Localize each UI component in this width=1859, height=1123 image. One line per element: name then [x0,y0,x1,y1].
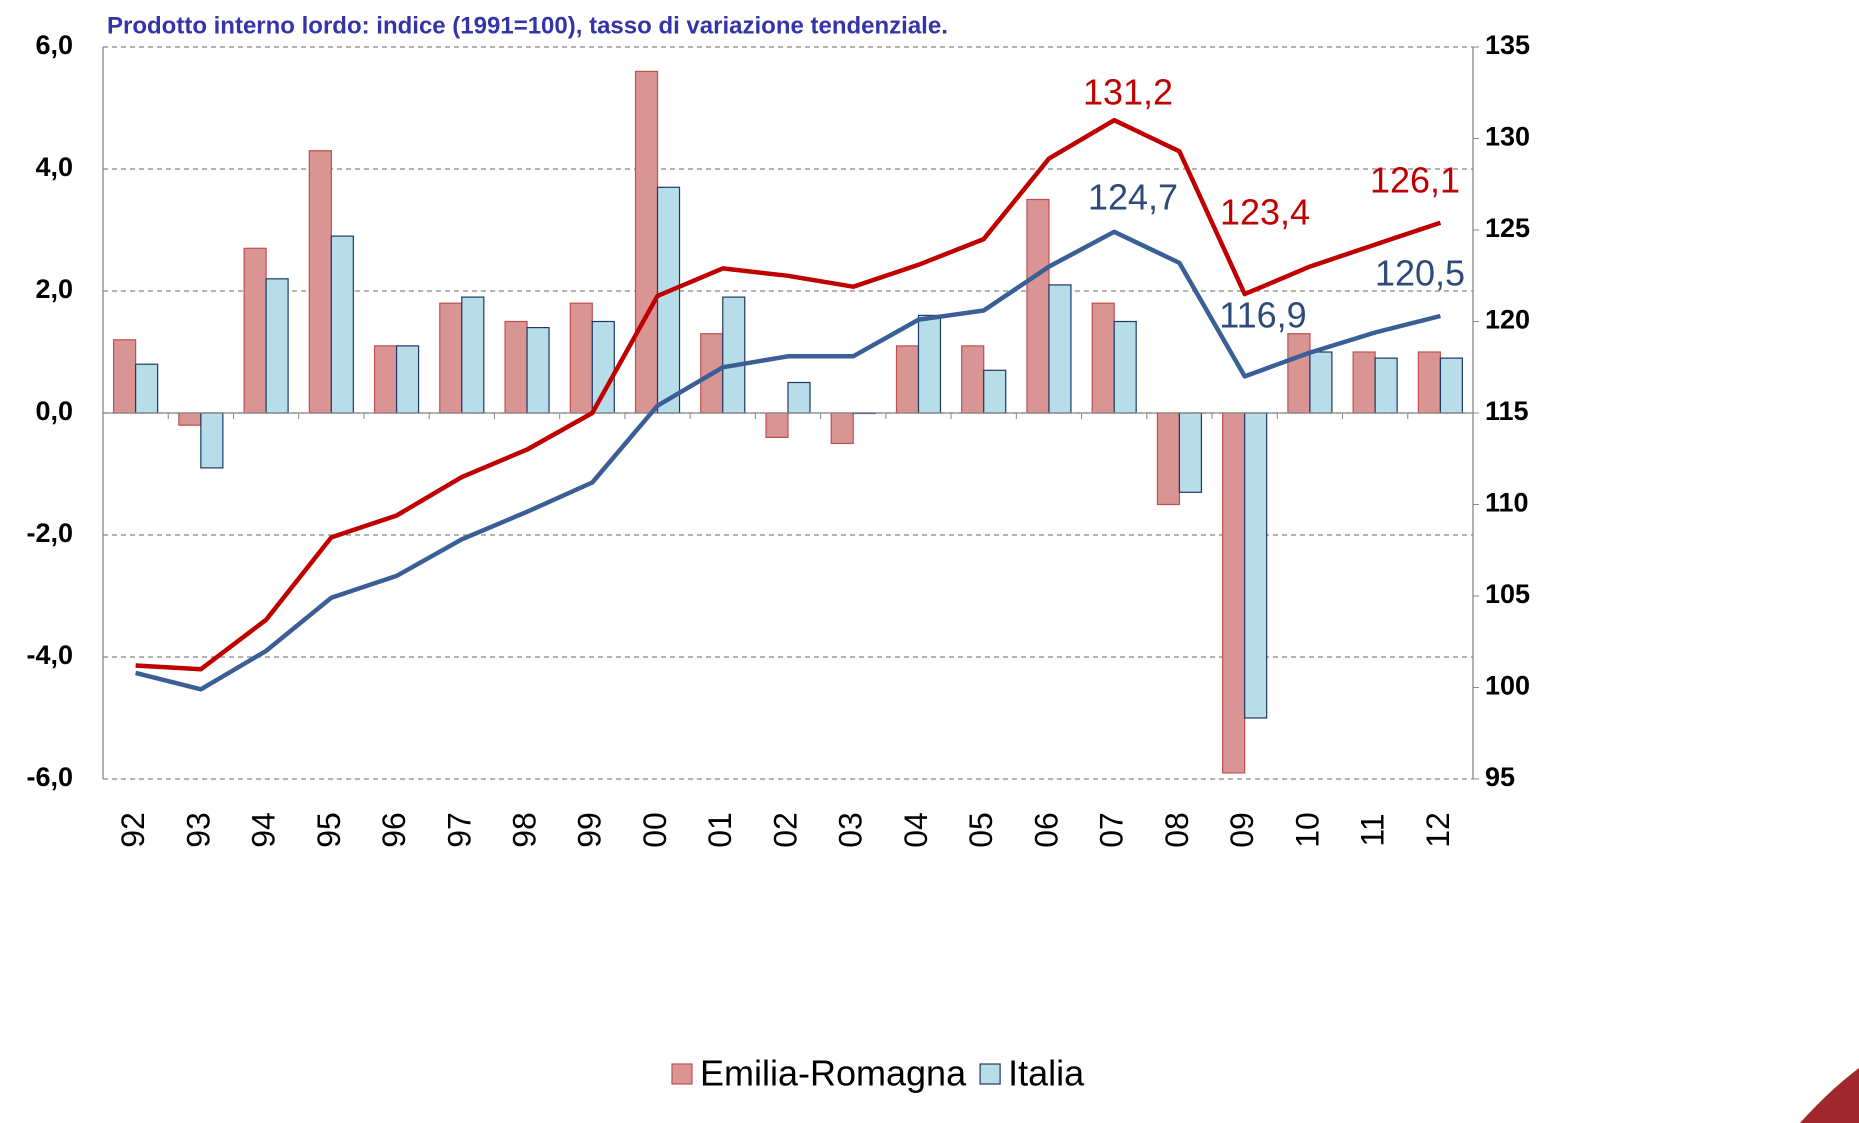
bar [1440,358,1462,413]
bar [527,328,549,413]
y2-tick-label: 95 [1485,762,1515,792]
bar [179,413,201,425]
x-tick-label: 02 [767,812,803,848]
legend-swatch [980,1064,1000,1084]
x-tick-label: 03 [833,812,869,848]
bar [1157,413,1179,505]
annotation: 123,4 [1220,192,1310,233]
bar [462,297,484,413]
chart: Prodotto interno lordo: indice (1991=100… [0,0,1859,1123]
x-tick-label: 93 [180,812,216,848]
x-tick-label: 98 [507,812,543,848]
annotation: 126,1 [1370,160,1460,201]
y2-tick-label: 125 [1485,213,1530,243]
bar [1179,413,1201,492]
bar [592,322,614,414]
bar [201,413,223,468]
bar [1375,358,1397,413]
bar [658,187,680,413]
annotation: 116,9 [1219,295,1306,336]
y-tick-label: -4,0 [26,640,73,670]
y-tick-label: -6,0 [26,762,73,792]
bar [136,364,158,413]
bar [1310,352,1332,413]
x-tick-label: 92 [115,812,151,848]
bar [114,340,136,413]
bar [984,370,1006,413]
y2-tick-label: 120 [1485,305,1530,335]
y2-tick-label: 130 [1485,122,1530,152]
y2-tick-label: 100 [1485,671,1530,701]
annotation: 120,5 [1375,253,1465,294]
y-tick-label: 6,0 [35,30,73,60]
bar [397,346,419,413]
bar [440,303,462,413]
bar [896,346,918,413]
y2-tick-label: 105 [1485,579,1530,609]
y-tick-label: 2,0 [35,274,73,304]
x-tick-label: 12 [1420,812,1456,848]
bar [1418,352,1440,413]
x-tick-label: 96 [376,812,412,848]
bar [266,279,288,413]
bar [1288,334,1310,413]
bar [1027,200,1049,414]
bar [1114,322,1136,414]
bar [309,151,331,413]
x-tick-label: 01 [702,812,738,848]
x-tick-label: 95 [311,812,347,848]
bar [1049,285,1071,413]
bar [723,297,745,413]
y-tick-label: 4,0 [35,152,73,182]
x-tick-label: 04 [898,812,934,848]
x-tick-label: 09 [1224,812,1260,848]
bar [1245,413,1267,718]
decoration [1800,1068,1859,1123]
bar [918,315,940,413]
x-tick-label: 94 [246,812,282,848]
y-tick-label: -2,0 [26,518,73,548]
x-tick-label: 06 [1028,812,1064,848]
x-tick-label: 05 [963,812,999,848]
annotation: 124,7 [1088,177,1178,218]
bar [1223,413,1245,773]
y2-tick-label: 115 [1485,396,1529,426]
bar [570,303,592,413]
bar [1353,352,1375,413]
legend-swatch [672,1064,692,1084]
x-tick-label: 08 [1159,812,1195,848]
x-tick-label: 11 [1355,813,1391,846]
bar [505,322,527,414]
x-tick-label: 10 [1289,812,1325,848]
bar [788,383,810,414]
chart-title: Prodotto interno lordo: indice (1991=100… [107,12,948,39]
y2-tick-label: 110 [1485,488,1529,518]
x-tick-label: 07 [1094,812,1130,848]
x-tick-label: 97 [441,812,477,848]
bar [636,71,658,413]
x-tick-label: 00 [637,812,673,848]
annotation: 131,2 [1083,72,1173,113]
bar [375,346,397,413]
bar [1092,303,1114,413]
bar [831,413,853,444]
bar [331,236,353,413]
bar [766,413,788,437]
bar [244,248,266,413]
x-tick-label: 99 [572,812,608,848]
bar [962,346,984,413]
legend-label: Emilia-Romagna [700,1053,967,1094]
y2-tick-label: 135 [1485,30,1530,60]
legend-label: Italia [1008,1053,1085,1094]
y-tick-label: 0,0 [35,396,73,426]
